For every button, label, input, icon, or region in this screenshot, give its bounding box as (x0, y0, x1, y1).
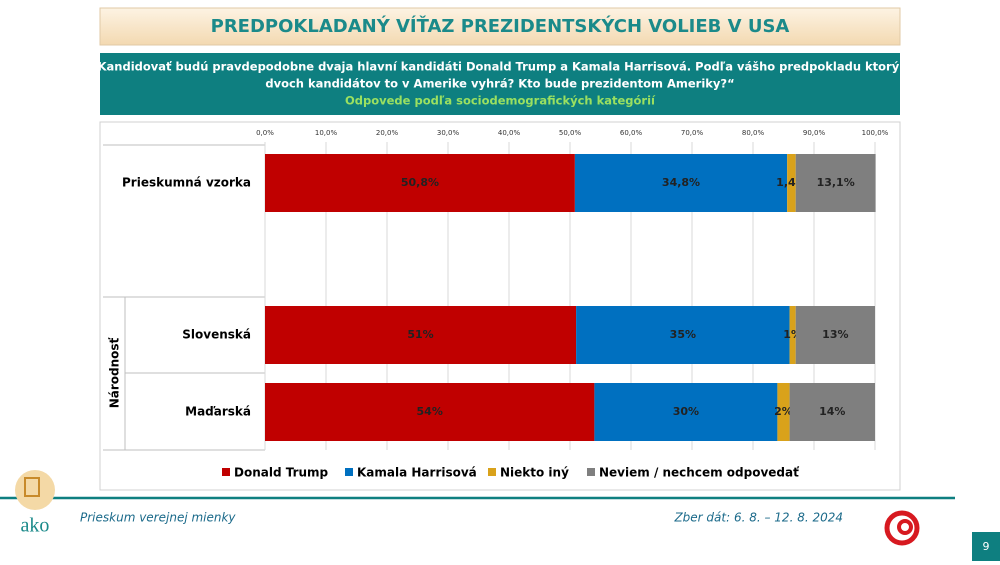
category-label: Slovenská (182, 328, 251, 342)
row-separators (103, 144, 265, 451)
legend-label: Neviem / nechcem odpovedať (599, 466, 800, 480)
value-label: 30% (673, 405, 699, 418)
category-label: Prieskumná vzorka (122, 176, 251, 190)
logo-ring (897, 519, 913, 535)
footer-right: Zber dát: 6. 8. – 12. 8. 2024 (673, 511, 843, 525)
value-label: 34,8% (662, 176, 700, 189)
x-tick-label: 50,0% (559, 129, 582, 137)
plot: 0,0% 10,0% 20,0% 30,0% 40,0% 50,0% 60,0% 70,0% 8… (122, 129, 889, 480)
bar-segment (777, 383, 790, 441)
x-tick-label: 40,0% (498, 129, 521, 137)
legend-label: Niekto iný (500, 466, 569, 480)
logo-head (15, 470, 55, 510)
subtitle: Odpovede podľa sociodemografických kateg… (345, 94, 656, 108)
logo-text: ako (21, 515, 50, 537)
bar-segment (265, 154, 575, 212)
question-box (100, 53, 900, 115)
bar-segment (576, 306, 790, 364)
category-label: Maďarská (185, 405, 251, 419)
legend-swatch (345, 468, 353, 476)
legend-swatch (222, 468, 230, 476)
bar-segment (594, 383, 778, 441)
bar-segment (795, 154, 876, 212)
bar-segment (574, 154, 788, 212)
legend-swatch (587, 468, 595, 476)
value-label: 54% (417, 405, 443, 418)
legend-label: Kamala Harrisová (357, 466, 477, 480)
logo-ring (884, 510, 920, 546)
x-tick-label: 90,0% (803, 129, 826, 137)
group-label: Národnosť (108, 336, 122, 408)
x-tick-label: 70,0% (681, 129, 704, 137)
footer-left: Prieskum verejnej mienky (80, 511, 236, 525)
value-label: 14% (819, 405, 845, 418)
value-label: 13,1% (817, 176, 855, 189)
bar-segment (265, 383, 595, 441)
value-label: 13% (822, 328, 848, 341)
value-label: 51% (407, 328, 433, 341)
spiral-logo (884, 510, 920, 546)
legend-label: Donald Trump (234, 466, 329, 480)
x-tick-label: 20,0% (376, 129, 399, 137)
question: „Kandidovať budú pravdepodobne dvaja hla… (90, 60, 910, 74)
logo-mark (24, 477, 40, 497)
value-label: 2% (774, 405, 793, 418)
bar-segment (789, 306, 796, 364)
bar-segment (787, 154, 796, 212)
x-tick-label: 30,0% (437, 129, 460, 137)
x-tick-label: 10,0% (315, 129, 338, 137)
ako-logo: ako (15, 470, 55, 537)
question: dvoch kandidátov to v Amerike vyhrá? Kto… (265, 77, 734, 91)
x-tick-label: 60,0% (620, 129, 643, 137)
title: PREDPOKLADANÝ VÍŤAZ PREZIDENTSKÝCH VOLIE… (211, 15, 790, 37)
value-label: 50,8% (401, 176, 439, 189)
bar-segment (789, 383, 875, 441)
legend-swatch (488, 468, 496, 476)
page-number: 9 (983, 540, 990, 553)
page-box (972, 532, 1000, 561)
bar-segment (265, 306, 577, 364)
x-tick-label: 100,0% (862, 129, 889, 137)
x-tick-label: 0,0% (256, 129, 274, 137)
title-box (99, 7, 901, 46)
value-label: 35% (670, 328, 696, 341)
bar-segment (795, 306, 875, 364)
x-tick-label: 80,0% (742, 129, 765, 137)
